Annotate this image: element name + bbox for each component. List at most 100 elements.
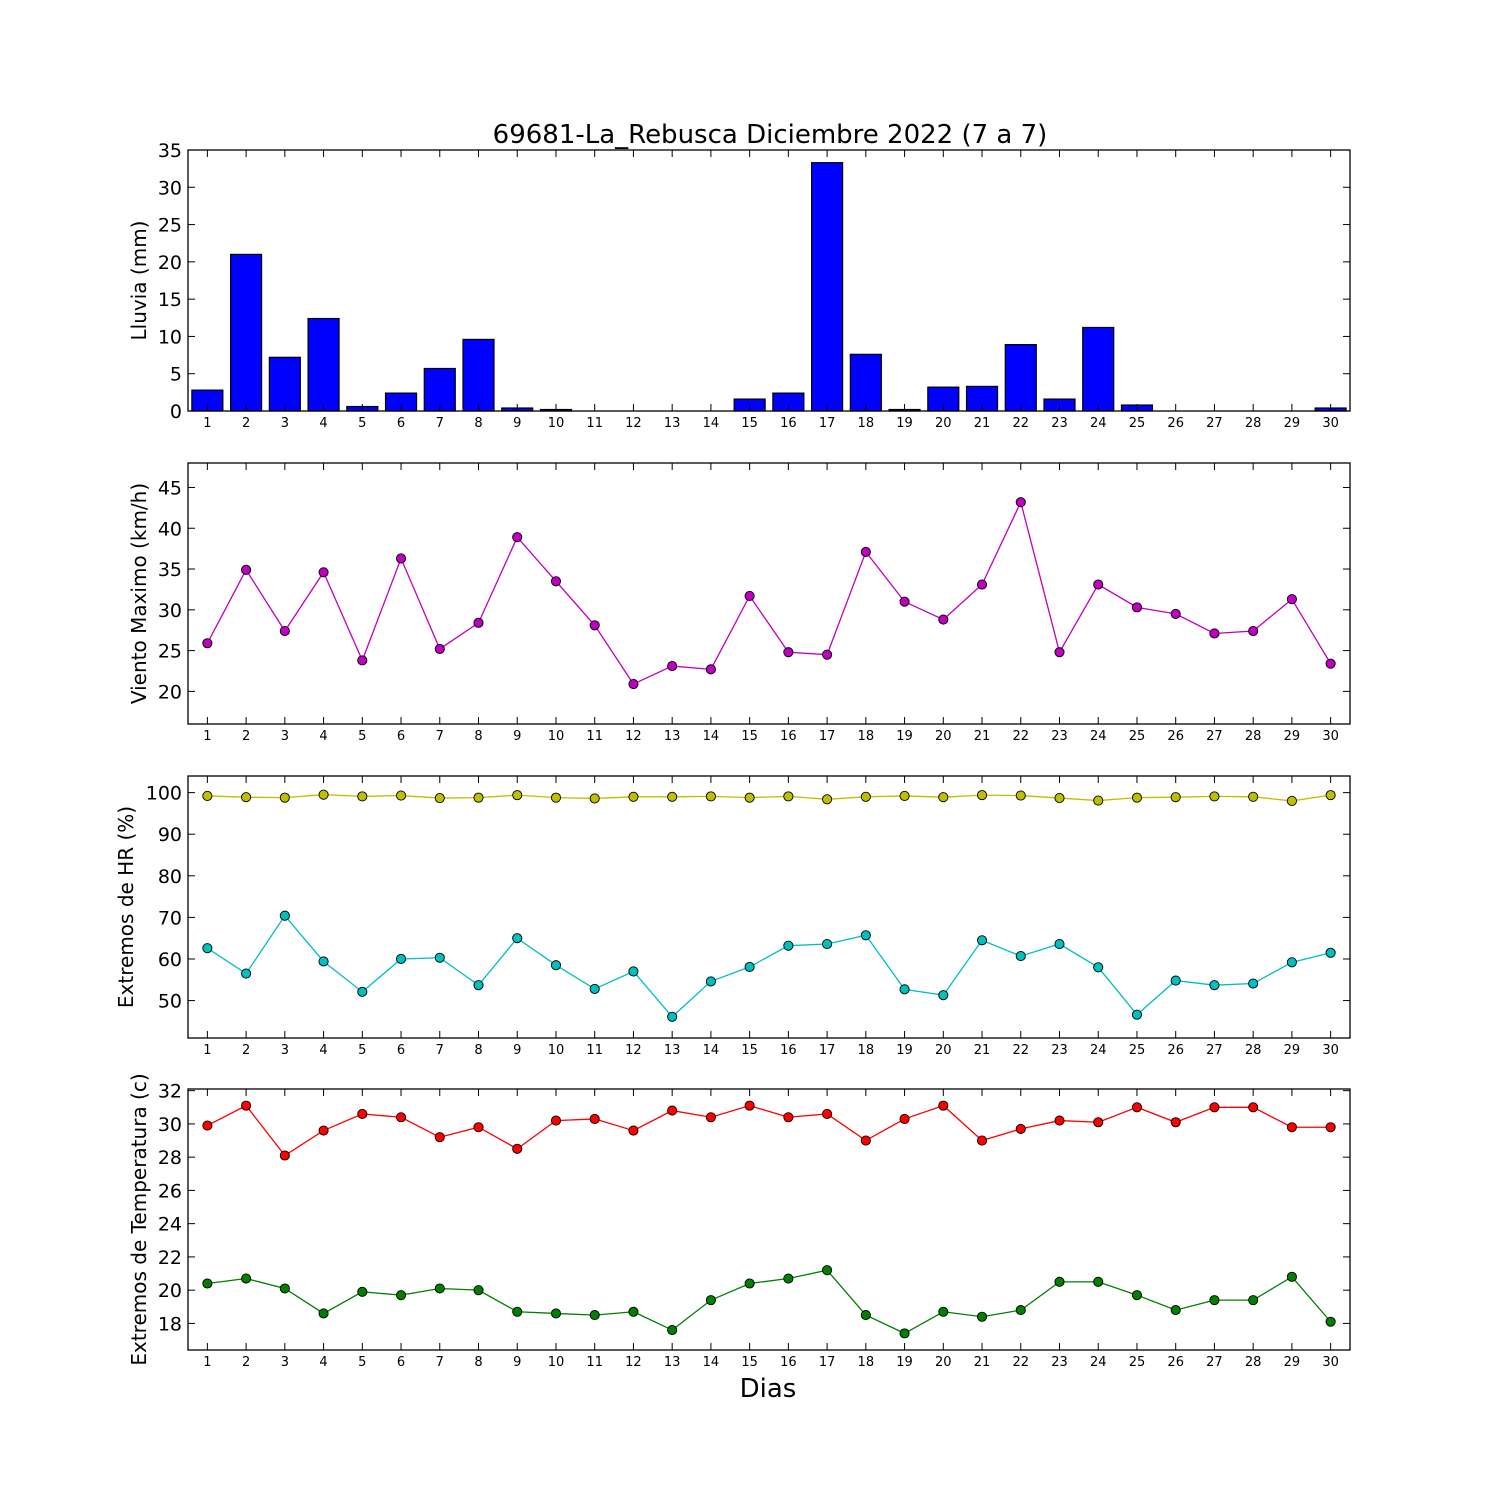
data-point xyxy=(1170,608,1181,619)
x-tick-label: 6 xyxy=(397,416,405,431)
data-point xyxy=(938,614,949,625)
x-tick-label: 24 xyxy=(1090,1043,1107,1058)
y-tick-label: 24 xyxy=(158,1214,182,1236)
data-point xyxy=(395,1290,407,1301)
data-point xyxy=(938,792,949,803)
data-point xyxy=(1170,1305,1181,1316)
x-tick-label: 19 xyxy=(896,1355,913,1370)
x-tick-label: 10 xyxy=(548,729,565,744)
y-tick-label: 60 xyxy=(158,949,182,971)
x-tick-label: 24 xyxy=(1090,1355,1107,1370)
x-tick-label: 25 xyxy=(1129,416,1146,431)
x-tick-label: 15 xyxy=(741,416,758,431)
x-tick-label: 20 xyxy=(935,416,952,431)
data-point xyxy=(628,678,639,690)
data-point xyxy=(899,1113,910,1124)
x-tick-label: 22 xyxy=(1012,416,1029,431)
data-point xyxy=(667,791,678,802)
x-tick-label: 7 xyxy=(436,1355,444,1370)
x-tick-label: 9 xyxy=(513,1043,521,1058)
x-tick-label: 3 xyxy=(281,1355,289,1370)
data-point xyxy=(241,1100,252,1111)
x-tick-label: 29 xyxy=(1284,1355,1301,1370)
data-point xyxy=(279,1150,290,1161)
data-point xyxy=(705,1295,716,1306)
x-tick-label: 2 xyxy=(242,729,250,744)
data-point xyxy=(550,1308,562,1319)
x-tick-label: 12 xyxy=(625,1355,642,1370)
x-tick-label: 26 xyxy=(1167,416,1184,431)
x-tick-label: 25 xyxy=(1129,1355,1146,1370)
data-point xyxy=(976,1135,988,1146)
y-tick-label: 100 xyxy=(146,783,182,805)
data-point xyxy=(783,1112,794,1123)
data-point xyxy=(744,792,755,803)
data-point xyxy=(938,990,949,1001)
data-point xyxy=(899,790,910,802)
data-point xyxy=(628,1125,639,1136)
x-tick-label: 21 xyxy=(974,416,991,431)
data-point xyxy=(395,790,407,801)
data-point xyxy=(744,590,755,602)
data-point xyxy=(434,1283,445,1294)
data-point xyxy=(395,1112,407,1123)
data-point xyxy=(744,961,755,972)
x-tick-label: 6 xyxy=(397,1043,405,1058)
data-point xyxy=(1015,1305,1026,1316)
x-tick-label: 15 xyxy=(741,1043,758,1058)
x-tick-label: 10 xyxy=(548,1355,565,1370)
data-point xyxy=(1286,1122,1297,1133)
x-tick-label: 17 xyxy=(819,729,836,744)
x-tick-label: 28 xyxy=(1245,729,1262,744)
y-tick-label: 26 xyxy=(158,1180,182,1202)
data-point xyxy=(860,930,871,941)
x-tick-label: 27 xyxy=(1206,729,1223,744)
x-tick-label: 6 xyxy=(397,729,405,744)
x-tick-label: 27 xyxy=(1206,1355,1223,1370)
x-tick-label: 7 xyxy=(436,416,444,431)
data-point xyxy=(1209,791,1220,802)
x-tick-label: 22 xyxy=(1012,729,1029,744)
x-tick-label: 14 xyxy=(703,1043,720,1058)
bar xyxy=(462,338,495,412)
data-point xyxy=(1325,1316,1336,1327)
data-point xyxy=(783,791,794,802)
data-point xyxy=(473,980,484,991)
data-point xyxy=(1325,658,1336,669)
x-tick-label: 8 xyxy=(474,1043,482,1058)
data-point xyxy=(550,1115,562,1126)
data-point xyxy=(1209,1102,1220,1113)
x-tick-label: 19 xyxy=(896,416,913,431)
x-tick-label: 22 xyxy=(1012,1043,1029,1058)
y-tick-label: 35 xyxy=(158,559,182,581)
x-tick-label: 28 xyxy=(1245,416,1262,431)
data-point xyxy=(783,940,794,951)
data-point xyxy=(1170,975,1181,986)
bar xyxy=(307,317,340,412)
bar xyxy=(1082,326,1115,412)
x-tick-label: 9 xyxy=(513,729,521,744)
data-point xyxy=(1248,978,1259,989)
x-tick-label: 18 xyxy=(858,416,875,431)
data-point xyxy=(1093,962,1104,973)
x-tick-label: 2 xyxy=(242,1355,250,1370)
data-point xyxy=(550,792,562,803)
data-point xyxy=(202,1120,213,1131)
x-tick-label: 5 xyxy=(358,1355,366,1370)
x-tick-label: 26 xyxy=(1167,1355,1184,1370)
data-point xyxy=(1131,1290,1143,1301)
x-tick-label: 17 xyxy=(819,1355,836,1370)
x-tick-label: 15 xyxy=(741,729,758,744)
data-point xyxy=(473,617,484,628)
data-point xyxy=(1325,947,1336,958)
x-tick-label: 28 xyxy=(1245,1355,1262,1370)
data-point xyxy=(667,1325,678,1336)
x-tick-label: 1 xyxy=(203,1043,211,1058)
x-tick-label: 29 xyxy=(1284,1043,1301,1058)
bar xyxy=(1004,344,1037,412)
data-point xyxy=(1131,1009,1143,1020)
data-point xyxy=(783,1273,794,1284)
data-point xyxy=(357,1286,368,1297)
